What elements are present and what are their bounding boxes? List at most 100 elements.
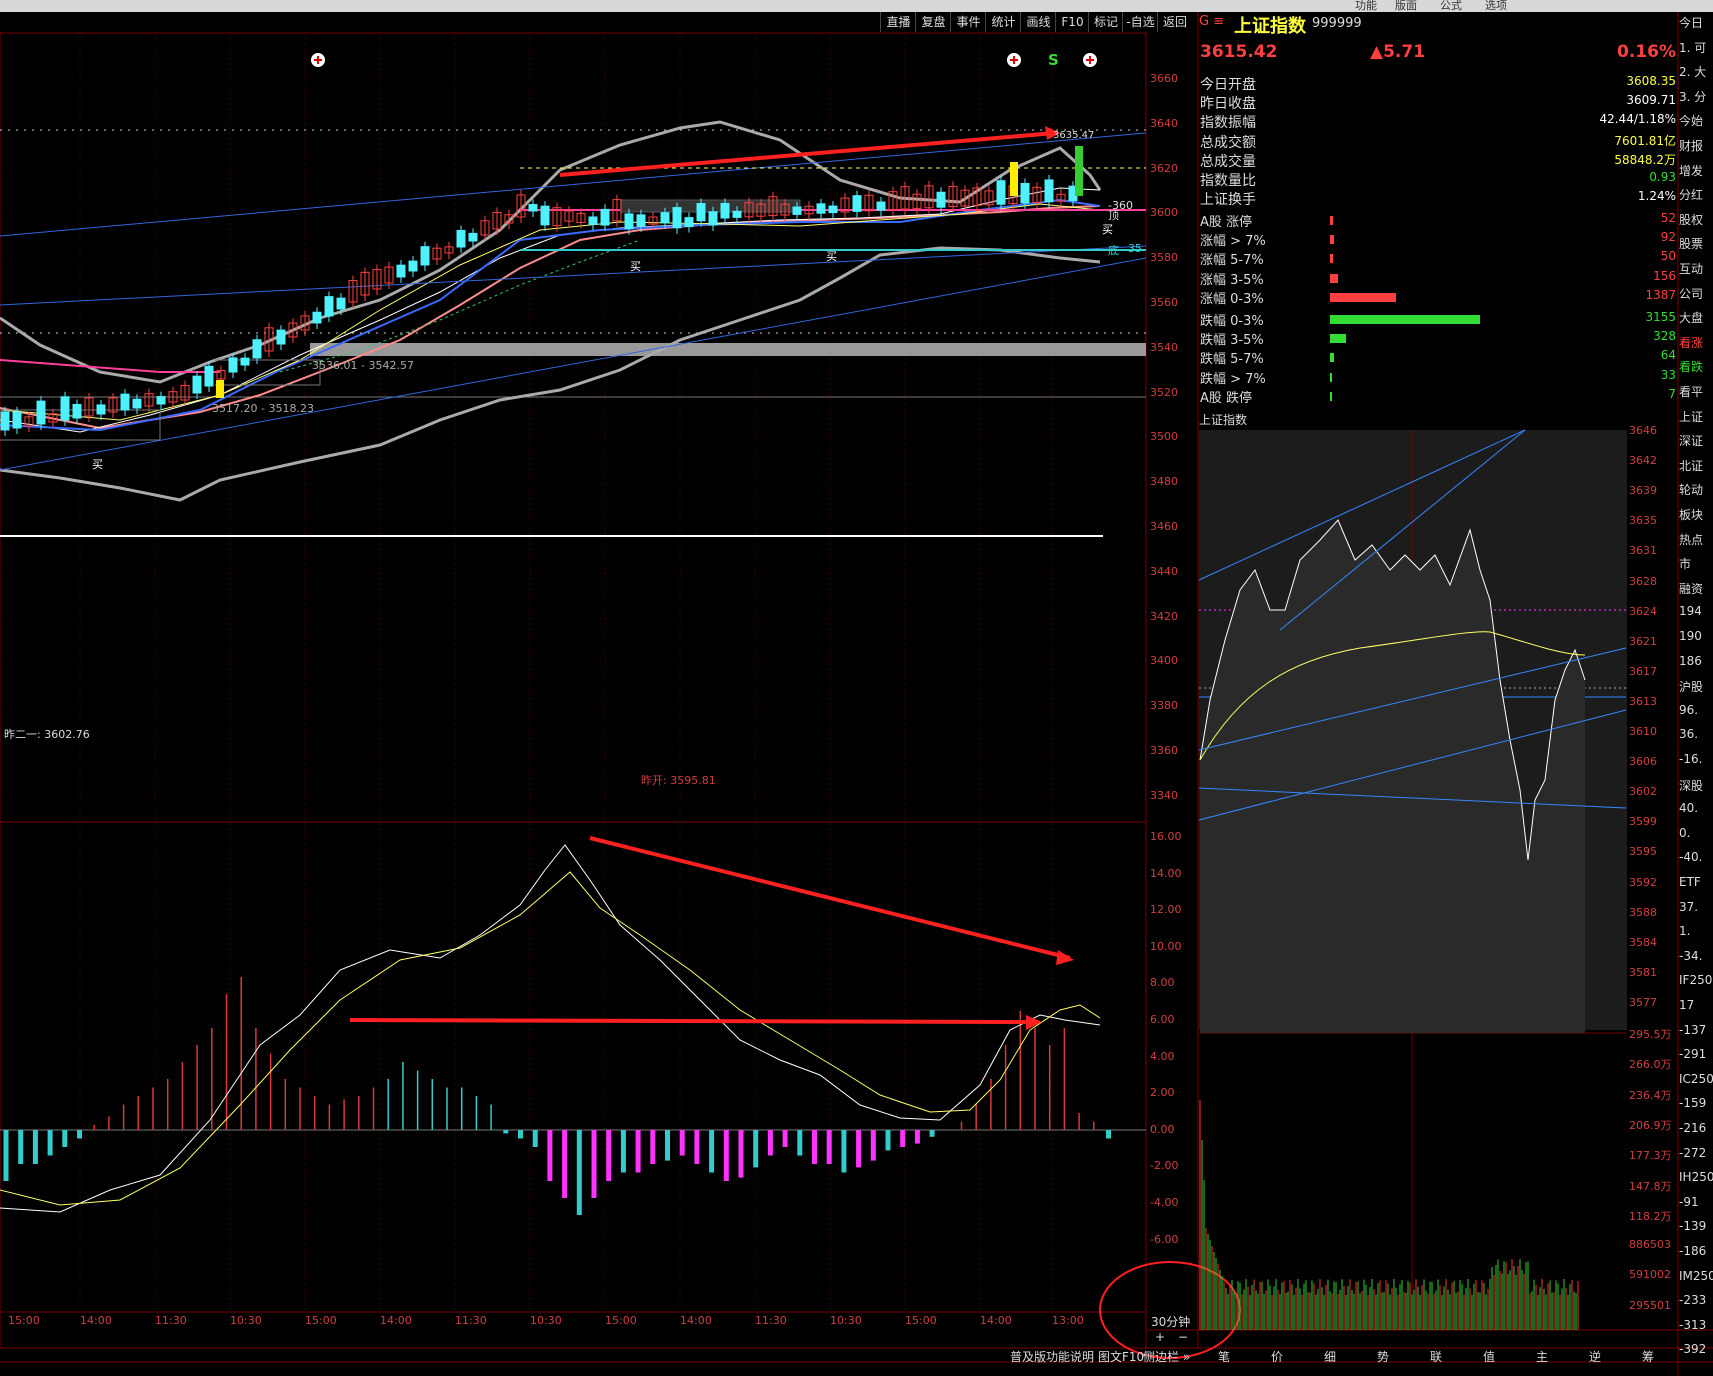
toolbar-button[interactable]: 画线: [1020, 12, 1056, 32]
sidebar-item[interactable]: ETF: [1679, 875, 1701, 889]
sidebar-item[interactable]: 融资: [1679, 581, 1704, 596]
sidebar-item[interactable]: 2. 大: [1679, 65, 1707, 80]
sidebar-item[interactable]: 深股: [1679, 778, 1704, 793]
sidebar-item[interactable]: 板块: [1679, 508, 1704, 522]
candle-body: [144, 393, 154, 407]
sidebar-item[interactable]: -91: [1679, 1194, 1699, 1209]
indicator-line: [0, 246, 1101, 502]
indicator-line: [0, 359, 220, 373]
intraday-axis-tick: 3624: [1629, 604, 1657, 618]
sidebar-item[interactable]: 1. 可: [1679, 40, 1707, 55]
breadth-value: 1387: [1645, 287, 1676, 302]
sidebar-item[interactable]: 看涨: [1679, 335, 1704, 350]
intraday-tab[interactable]: 值: [1483, 1350, 1496, 1364]
sidebar-item[interactable]: 37.: [1679, 899, 1699, 914]
menu-item-formula[interactable]: 公式: [1440, 0, 1462, 12]
sidebar-item[interactable]: IC250: [1679, 1071, 1713, 1086]
sidebar-item[interactable]: 看跌: [1679, 360, 1704, 375]
sidebar-item[interactable]: -137: [1679, 1022, 1707, 1037]
intraday-tab[interactable]: 逆: [1589, 1350, 1602, 1364]
toolbar-button[interactable]: 标记: [1088, 12, 1123, 32]
sidebar-item[interactable]: 沪股: [1679, 680, 1704, 695]
sidebar-item[interactable]: 0.: [1679, 825, 1691, 840]
menu-item-layout[interactable]: 版面: [1395, 0, 1417, 12]
toolbar-button[interactable]: 返回: [1157, 12, 1192, 32]
intraday-tab[interactable]: 细: [1324, 1350, 1337, 1364]
sidebar-item[interactable]: 96.: [1679, 702, 1699, 717]
sidebar-item[interactable]: 大盘: [1679, 311, 1704, 326]
intraday-tab[interactable]: 主: [1536, 1350, 1549, 1364]
sidebar-item[interactable]: 分红: [1679, 188, 1704, 203]
sidebar-item[interactable]: 186: [1679, 653, 1702, 668]
sidebar-item[interactable]: -139: [1679, 1219, 1707, 1234]
toolbar-button[interactable]: 复盘: [915, 12, 951, 32]
candle-body: [528, 204, 538, 212]
sidebar-item[interactable]: IF250: [1679, 973, 1713, 988]
sidebar-item[interactable]: 公司: [1679, 286, 1704, 301]
sidebar-item[interactable]: 1.: [1679, 924, 1691, 939]
sidebar-item[interactable]: 36.: [1679, 727, 1699, 742]
intraday-tab[interactable]: 价: [1271, 1350, 1284, 1364]
gray-zone: [310, 343, 1146, 356]
sidebar-item[interactable]: -159: [1679, 1096, 1707, 1111]
sidebar-item[interactable]: -313: [1679, 1317, 1707, 1332]
sidebar-item[interactable]: 股权: [1679, 212, 1704, 227]
price-axis-tick: 3540: [1150, 340, 1178, 354]
intraday-tab[interactable]: 联: [1430, 1350, 1443, 1364]
sidebar-toggle[interactable]: 侧边栏 »: [1143, 1350, 1191, 1364]
period-label[interactable]: 30分钟: [1151, 1315, 1191, 1329]
sidebar-item[interactable]: 3. 分: [1679, 89, 1707, 104]
sidebar-item[interactable]: 增发: [1679, 163, 1704, 178]
time-axis-tick: 15:00: [905, 1314, 937, 1327]
zoom-out-button[interactable]: −: [1178, 1330, 1189, 1344]
sidebar-item[interactable]: -40.: [1679, 850, 1703, 865]
sidebar-item[interactable]: 40.: [1679, 801, 1699, 816]
sidebar-item[interactable]: -16.: [1679, 752, 1703, 766]
sidebar-item[interactable]: -392: [1679, 1342, 1707, 1357]
help-link[interactable]: 普及版功能说明: [1010, 1350, 1095, 1364]
sidebar-item[interactable]: 热点: [1679, 532, 1704, 547]
toolbar-button[interactable]: F10: [1055, 12, 1089, 32]
sidebar-item[interactable]: -272: [1679, 1145, 1707, 1160]
menu-item-options[interactable]: 选项: [1485, 0, 1507, 12]
sidebar-item[interactable]: 194: [1679, 604, 1702, 619]
sidebar-item[interactable]: 轮动: [1679, 483, 1704, 498]
sidebar-item[interactable]: -34.: [1679, 948, 1703, 963]
sidebar-item[interactable]: 今日: [1679, 16, 1704, 30]
intraday-tab[interactable]: 势: [1377, 1350, 1390, 1364]
intraday-tab[interactable]: 筹: [1642, 1350, 1655, 1364]
intraday-tab[interactable]: 笔: [1218, 1350, 1231, 1364]
candle-body: [504, 214, 514, 224]
sidebar-item[interactable]: IM250: [1679, 1268, 1713, 1283]
sidebar-item[interactable]: 看平: [1679, 385, 1704, 399]
candle-body-highlight: [216, 380, 224, 398]
toolbar-button[interactable]: 直播: [880, 12, 916, 32]
sidebar-item[interactable]: IH250: [1679, 1170, 1713, 1185]
sidebar-item[interactable]: 北证: [1679, 458, 1704, 473]
sidebar-item[interactable]: 17: [1679, 998, 1695, 1012]
toolbar-button[interactable]: 事件: [950, 12, 986, 32]
sidebar-item[interactable]: 股票: [1679, 237, 1704, 252]
sidebar-item[interactable]: -291: [1679, 1047, 1707, 1062]
sidebar-item[interactable]: 财报: [1679, 139, 1704, 153]
sidebar-item[interactable]: 上证: [1679, 409, 1704, 424]
candle-body: [348, 280, 358, 303]
sidebar-item[interactable]: 今始: [1679, 114, 1704, 129]
sidebar-item[interactable]: -216: [1679, 1121, 1707, 1135]
menu-item-function[interactable]: 功能: [1355, 0, 1377, 12]
toolbar-button[interactable]: 统计: [985, 12, 1021, 32]
sidebar-item[interactable]: -186: [1679, 1244, 1707, 1258]
intraday-axis-tick: 3610: [1629, 725, 1657, 738]
macd-axis-tick: 0.00: [1150, 1122, 1175, 1136]
toolbar-button[interactable]: -自选: [1122, 12, 1158, 32]
sidebar-item[interactable]: 深证: [1679, 434, 1704, 449]
sidebar-item[interactable]: 市: [1679, 557, 1692, 572]
sidebar-item[interactable]: 190: [1679, 629, 1702, 643]
sidebar-item[interactable]: 互动: [1679, 262, 1704, 276]
zoom-in-button[interactable]: +: [1155, 1330, 1166, 1344]
intraday-trendline: [1198, 787, 1627, 809]
breadth-row: 跌幅 0-3% 3155: [1200, 310, 1676, 329]
sidebar-item[interactable]: -233: [1679, 1293, 1707, 1308]
f10-link[interactable]: 图文F10: [1098, 1350, 1145, 1364]
